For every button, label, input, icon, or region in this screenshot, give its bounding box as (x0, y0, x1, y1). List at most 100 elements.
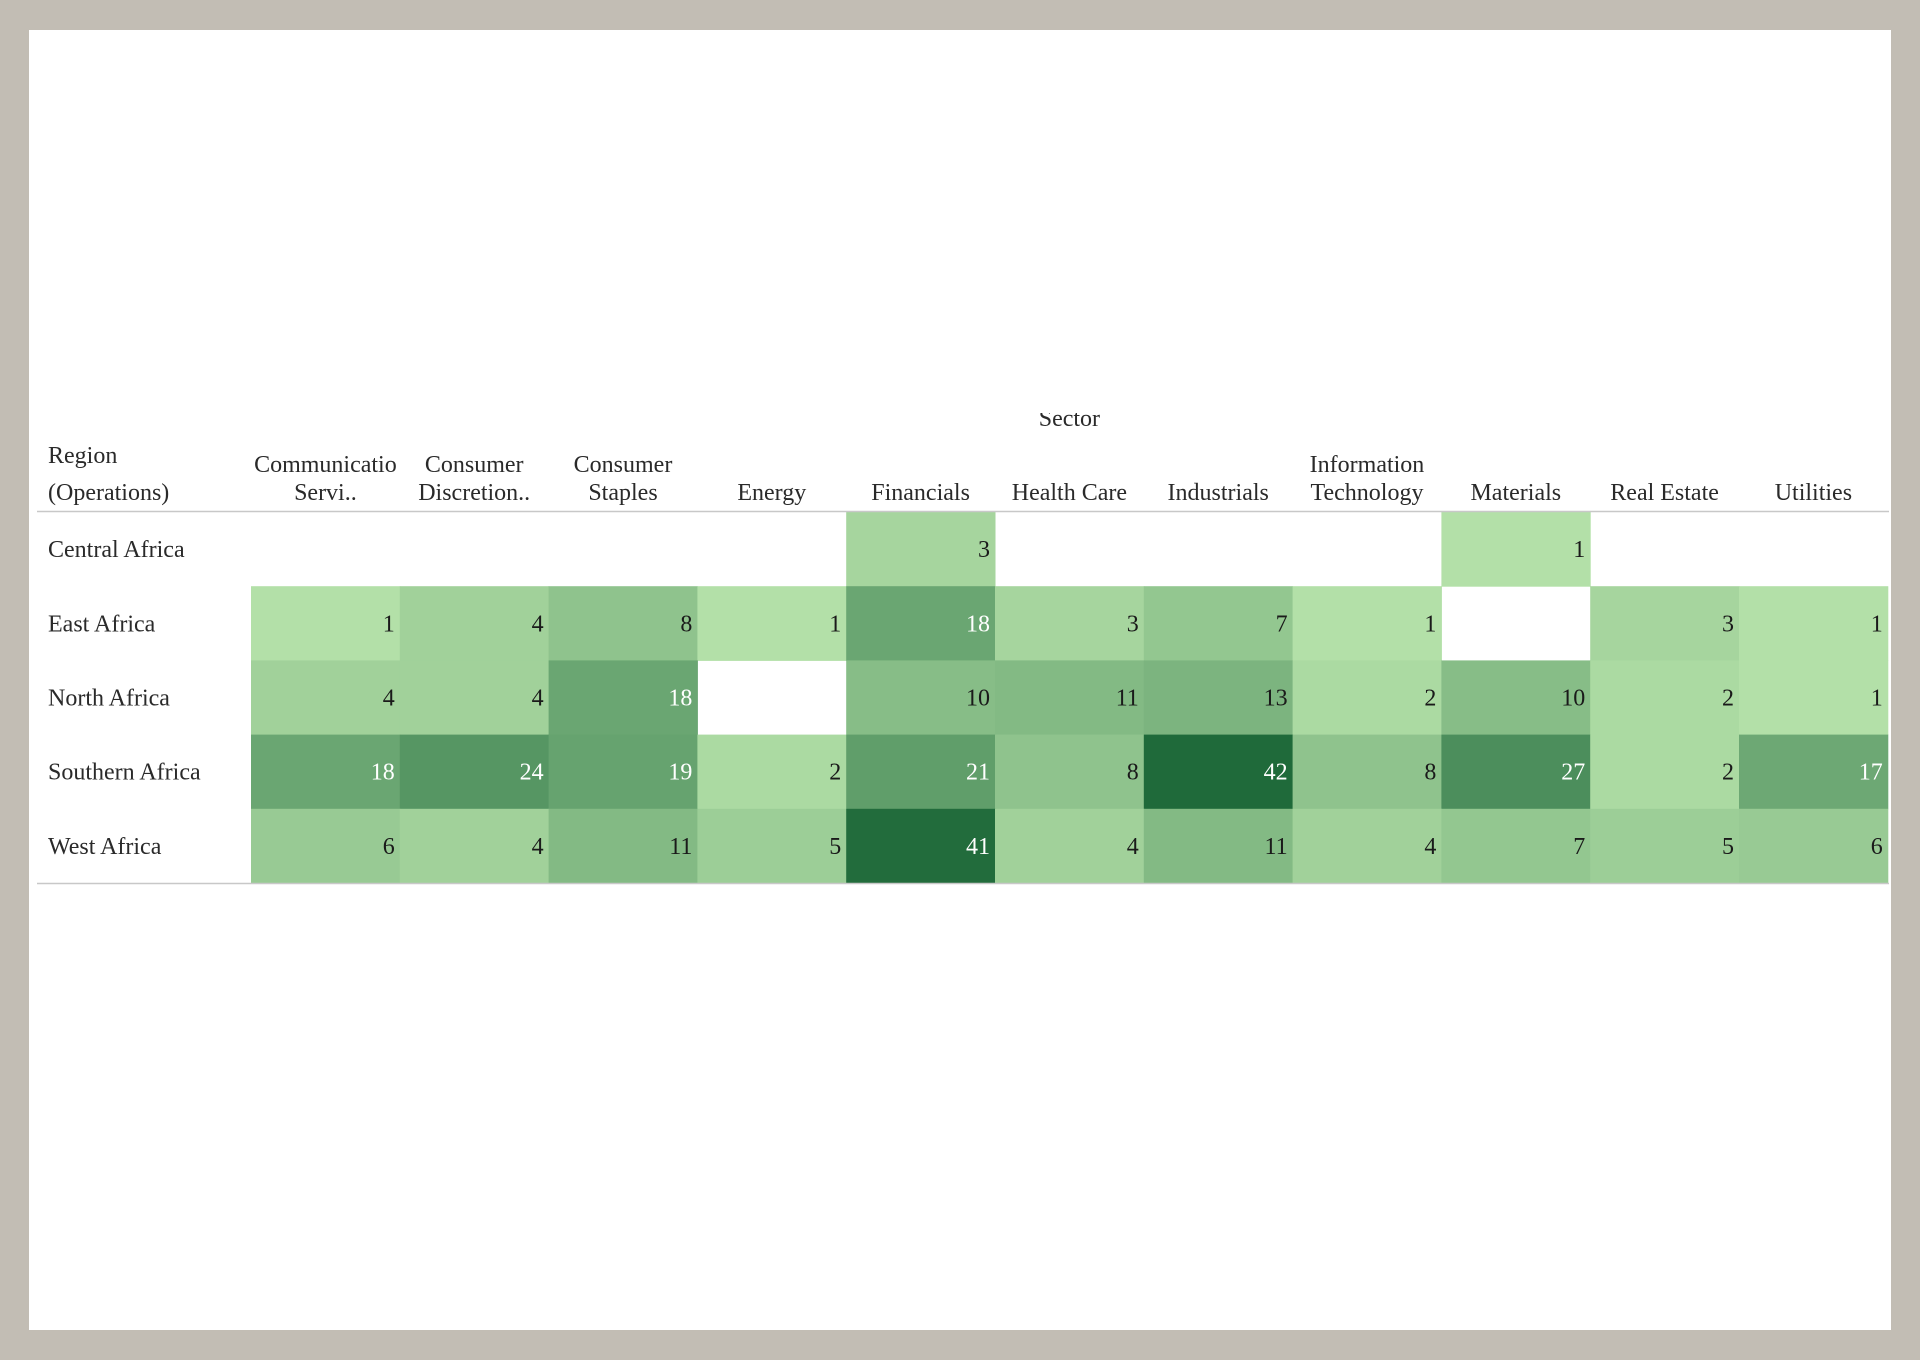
column-header-label: Discretion.. (418, 480, 530, 506)
heatmap-cell (251, 734, 401, 810)
heatmap-cell (1441, 734, 1591, 810)
cell-value-label: 18 (371, 760, 395, 786)
row-header-label: West Africa (48, 834, 162, 860)
heatmap-cell (1590, 734, 1740, 810)
heatmap-cell (251, 660, 401, 736)
cell-value-label: 8 (1127, 760, 1139, 786)
heatmap-cell (1590, 660, 1740, 736)
cell-value-label: 2 (829, 760, 841, 786)
heatmap-cell (1292, 660, 1442, 736)
heatmap-cell (846, 660, 996, 736)
cell-value-label: 5 (1722, 834, 1734, 860)
heatmap-cell (251, 586, 401, 661)
cell-value-label: 3 (978, 537, 990, 563)
column-header-label: Servi.. (294, 480, 357, 506)
column-header-label: Industrials (1168, 480, 1269, 506)
column-header-label: Information (1310, 452, 1425, 478)
heatmap-cell (1590, 586, 1740, 661)
cell-value-label: 1 (383, 611, 395, 637)
cell-value-label: 3 (1722, 611, 1734, 637)
column-header-label: Consumer (574, 452, 673, 478)
cell-value-label: 1 (1871, 686, 1883, 712)
heatmap-cell (1292, 808, 1442, 884)
column-header-label: Staples (588, 480, 657, 506)
cell-value-label: 41 (966, 834, 990, 860)
heatmap-cell (399, 586, 550, 661)
cell-value-label: 21 (966, 760, 990, 786)
heatmap-cell (1292, 586, 1442, 661)
heatmap-chart: 3 11 4 8 1 18 3 7 1 3 14 4 18 10 11 13 2 10 2 118 24 19 2 21 8 42… (37, 390, 1889, 885)
cell-value-label: 7 (1276, 611, 1288, 637)
cell-value-label: 19 (668, 760, 692, 786)
cell-value-label: 6 (383, 834, 395, 860)
column-header-label: Utilities (1775, 480, 1852, 506)
column-header-label: Communicatio (254, 452, 397, 478)
heatmap-cell (548, 586, 698, 661)
cell-value-label: 18 (966, 611, 990, 637)
cell-value-label: 7 (1573, 834, 1585, 860)
heatmap-cell (251, 808, 401, 884)
cell-value-label: 3 (1127, 611, 1139, 637)
heatmap-cell (995, 586, 1145, 661)
cell-value-label: 5 (829, 834, 841, 860)
column-header-label: Energy (737, 480, 806, 506)
heatmap-cell (548, 734, 698, 810)
cell-value-label: 11 (669, 834, 692, 860)
cell-value-label: 10 (1561, 686, 1585, 712)
cell-value-label: 4 (1127, 834, 1139, 860)
heatmap-cell (846, 734, 996, 810)
heatmap-cell (995, 660, 1145, 736)
heatmap-cell (697, 734, 847, 810)
column-header-label: Consumer (425, 452, 524, 478)
heatmap-cell (1143, 586, 1294, 661)
cell-value-label: 4 (1424, 834, 1436, 860)
row-header-label: Southern Africa (48, 760, 201, 786)
heatmap-cell (846, 586, 996, 661)
column-header-label: Materials (1470, 480, 1561, 506)
cell-value-label: 4 (532, 686, 544, 712)
cell-value-label: 17 (1859, 760, 1883, 786)
cell-value-label: 11 (1264, 834, 1287, 860)
axis-title-clip (1009, 390, 1130, 413)
cell-value-label: 4 (383, 686, 395, 712)
heatmap-cell (1441, 808, 1591, 884)
cell-value-label: 1 (1871, 611, 1883, 637)
heatmap-cell (1143, 660, 1294, 736)
row-header-label: East Africa (48, 611, 156, 637)
cell-value-label: 1 (1573, 537, 1585, 563)
heatmap-cell (548, 660, 698, 736)
heatmap-cell (1739, 586, 1889, 661)
cell-value-label: 11 (1116, 686, 1139, 712)
heatmap-cell (995, 808, 1145, 884)
row-axis-title-line: (Operations) (48, 480, 169, 506)
chart-canvas: 3 1 1 4 8 1 18 3 7 1 3 1 4 4 18 10 11 13 2 10 2 1 18 24 19 2 21 8 42… (29, 30, 1891, 1330)
column-header-label: Health Care (1012, 480, 1127, 506)
heatmap-cell (399, 660, 550, 736)
heatmap-cells (251, 512, 1889, 884)
heatmap-cell (548, 808, 698, 884)
cell-value-label: 1 (829, 611, 841, 637)
heatmap-cell (846, 808, 996, 884)
cell-value-label: 24 (520, 760, 544, 786)
heatmap-cell (697, 808, 847, 884)
row-headers: Central Africa East Africa North Africa Sou… (48, 537, 201, 860)
cell-value-label: 8 (680, 611, 692, 637)
row-axis-title-line: Region (48, 443, 117, 469)
heatmap-cell (846, 512, 996, 587)
cell-value-label: 42 (1264, 760, 1288, 786)
cell-value-label: 27 (1561, 760, 1585, 786)
cell-value-labels: 3 11 4 8 1 18 3 7 1 3 14 4 18 10 11 13 2 10 2 118 24 19 2 21 8 42… (371, 537, 1883, 860)
cell-value-label: 10 (966, 686, 990, 712)
column-header-label: Technology (1311, 480, 1424, 506)
heatmap-cell (399, 734, 550, 810)
cell-value-label: 2 (1722, 760, 1734, 786)
cell-value-label: 2 (1722, 686, 1734, 712)
cell-value-label: 4 (532, 611, 544, 637)
heatmap-cell (1739, 660, 1889, 736)
column-header-label: Real Estate (1610, 480, 1719, 506)
cell-value-label: 4 (532, 834, 544, 860)
heatmap-cell (1292, 734, 1442, 810)
heatmap-cell (1590, 808, 1740, 884)
heatmap-cell (1143, 808, 1294, 884)
heatmap-cell (399, 808, 550, 884)
